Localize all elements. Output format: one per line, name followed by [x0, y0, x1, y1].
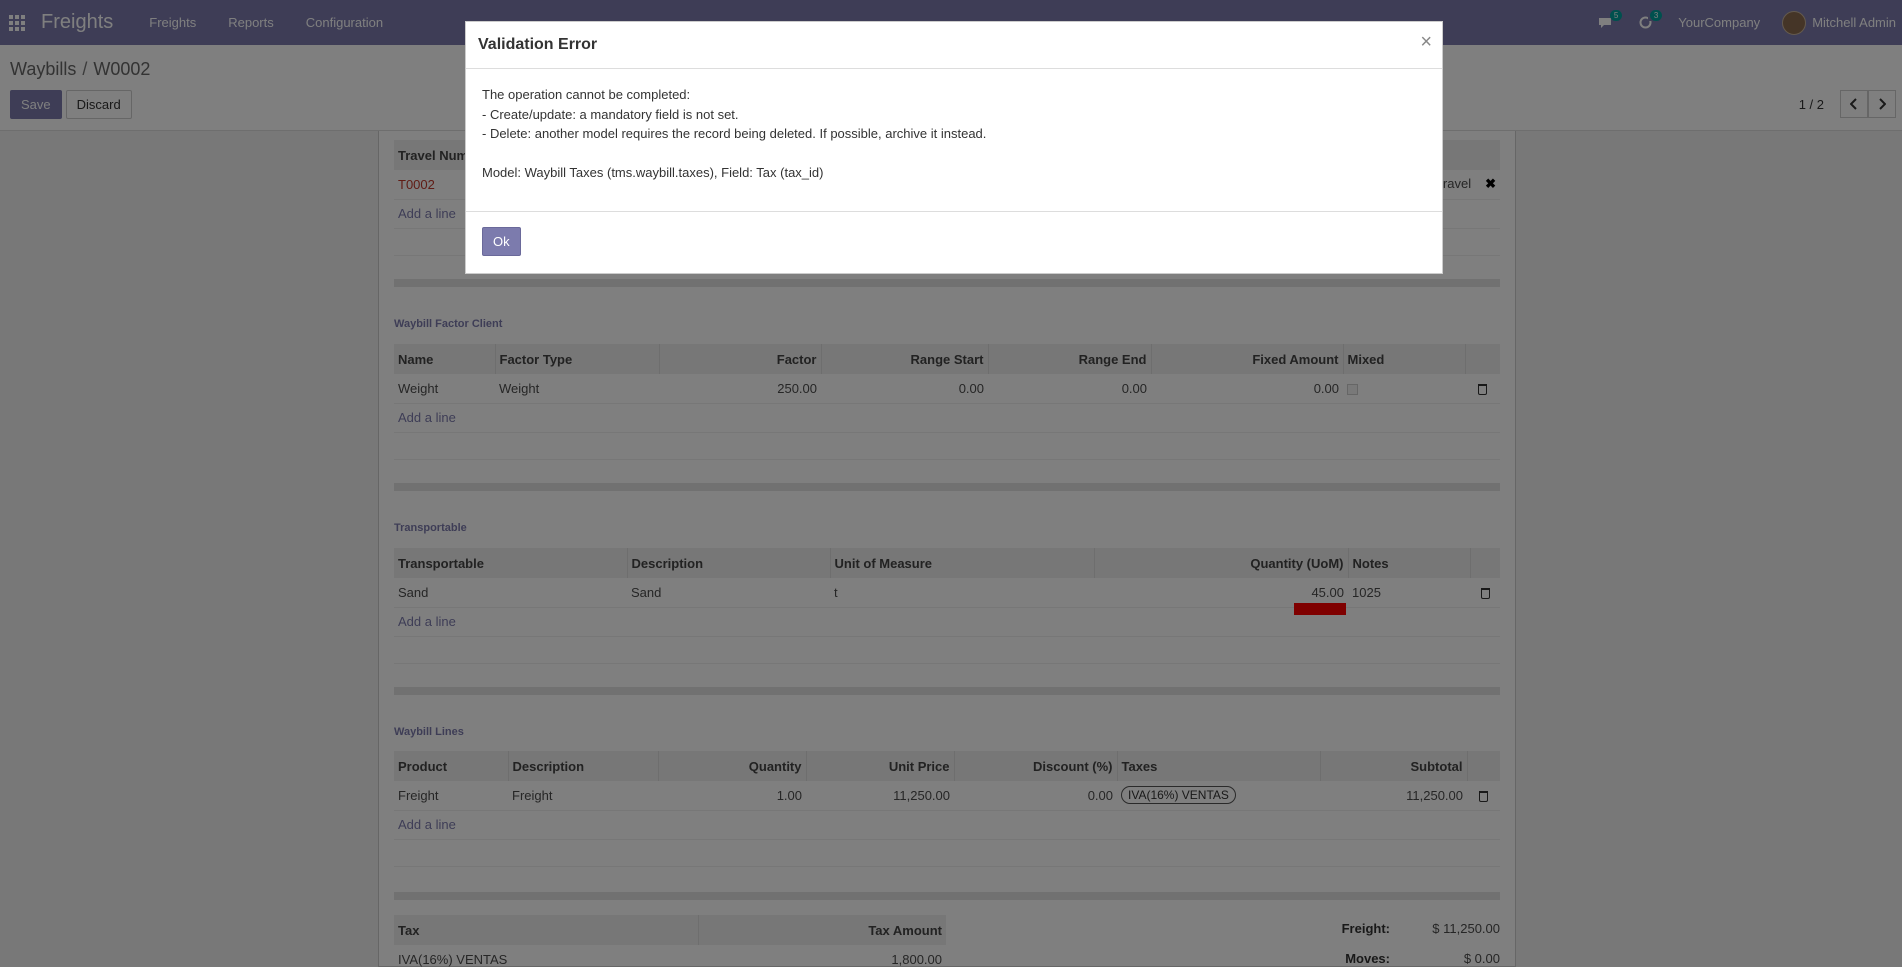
modal-body: The operation cannot be completed: - Cre… — [466, 69, 1442, 212]
ok-button[interactable]: Ok — [482, 227, 521, 256]
close-icon[interactable]: × — [1420, 31, 1432, 53]
modal-header: Validation Error × — [466, 22, 1442, 69]
modal-footer: Ok — [466, 212, 1442, 271]
error-message-line: - Create/update: a mandatory field is no… — [482, 106, 739, 122]
error-message-line: The operation cannot be completed: — [482, 87, 691, 102]
validation-error-dialog: Validation Error × The operation cannot … — [465, 21, 1443, 274]
modal-title: Validation Error — [478, 36, 598, 53]
error-message-line: - Delete: another model requires the rec… — [482, 126, 987, 141]
error-model-field: Model: Waybill Taxes (tms.waybill.taxes)… — [482, 165, 824, 180]
